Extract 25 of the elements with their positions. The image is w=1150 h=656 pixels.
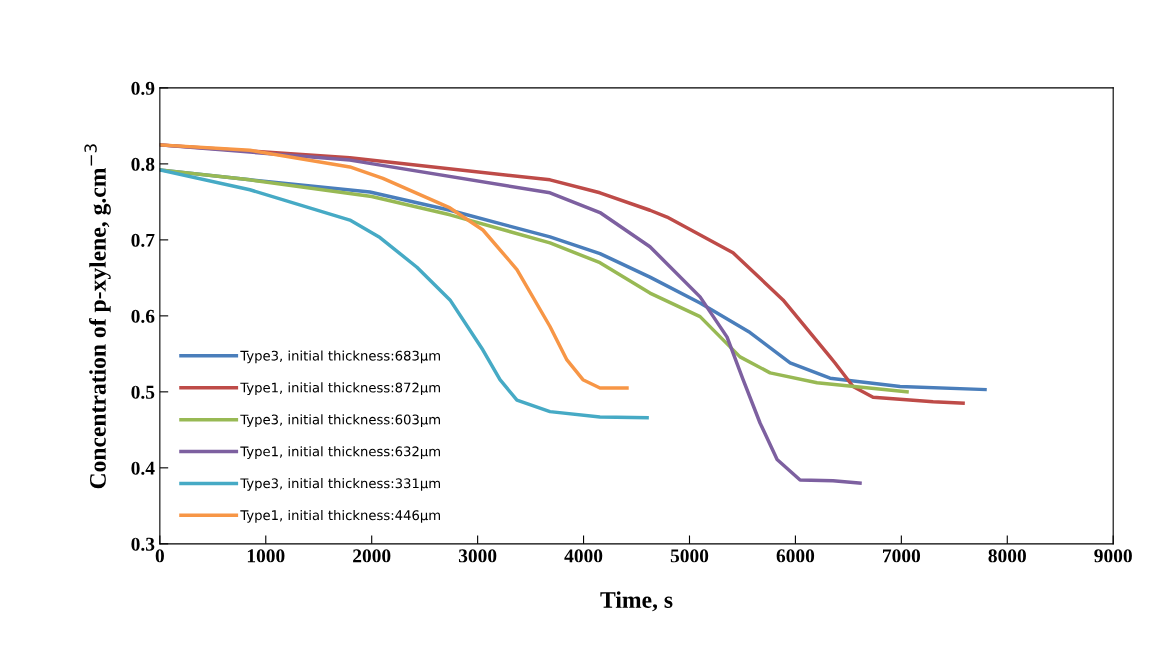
x-tick-label: 7000 (883, 549, 921, 563)
legend-label: Type3, initial thickness:331μm (240, 478, 440, 491)
legend-label: Type1, initial thickness:446μm (240, 509, 440, 523)
y-tick-label: 0.3 (131, 537, 155, 551)
legend-label: Type1, initial thickness:632μm (240, 446, 440, 459)
y-axis-title: Concentration of p-xylene, g.cm$^{−3}$ (84, 144, 111, 489)
x-tick-label: 3000 (458, 549, 497, 563)
x-axis-title: Time, s (600, 591, 673, 612)
y-tick-label: 0.8 (131, 157, 155, 171)
legend-label: Type1, initial thickness:872μm (240, 382, 440, 396)
x-tick-label: 9000 (1094, 549, 1132, 563)
x-tick-label: 1000 (247, 549, 285, 563)
y-tick-label: 0.6 (131, 309, 155, 323)
x-tick-label: 0 (155, 549, 164, 563)
legend-label: Type3, initial thickness:603μm (240, 414, 440, 428)
x-tick-label: 8000 (988, 549, 1026, 563)
x-tick-label: 4000 (564, 549, 603, 563)
y-tick-label: 0.4 (131, 461, 155, 475)
y-tick-label: 0.5 (131, 385, 155, 399)
x-tick-label: 5000 (670, 549, 709, 563)
y-tick-label: 0.7 (131, 233, 155, 247)
legend-label: Type3, initial thickness:683μm (240, 350, 440, 364)
x-tick-label: 2000 (353, 549, 391, 563)
y-tick-label: 0.9 (131, 81, 155, 95)
x-tick-label: 6000 (776, 549, 815, 563)
